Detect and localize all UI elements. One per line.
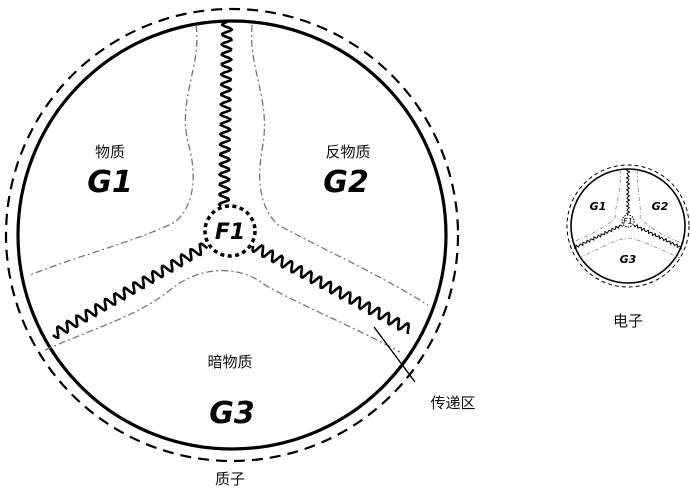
region-g3-name: 暗物质 [207, 353, 252, 371]
proton-outer-dashed-boundary [4, 7, 460, 463]
region-g2-name: 反物质 [325, 143, 370, 161]
transfer-zone-boundary-bottom [44, 269, 401, 353]
transfer-zone-label: 传递区 [430, 394, 475, 412]
electron-transfer-waves [573, 168, 682, 250]
electron-region-g1-label: G1 [590, 200, 607, 213]
electron-diagram: F1 G1 G2 G3 电子 [566, 164, 690, 330]
electron-outer-dashed-boundary [566, 164, 690, 288]
electron-boundary-left [572, 169, 621, 243]
transfer-wave-top [217, 20, 234, 208]
transfer-waves [52, 20, 410, 340]
electron-center-node-f1 [621, 214, 635, 228]
electron-transfer-zone-boundaries [572, 169, 685, 259]
transfer-zone-leader-line [373, 326, 416, 383]
region-g3-label: G3 [209, 396, 255, 431]
electron-region-g3-label: G3 [620, 253, 637, 266]
transfer-wave-right [251, 244, 410, 335]
region-g1-name: 物质 [95, 143, 125, 161]
region-g2-label: G2 [323, 165, 369, 200]
electron-boundary-right [637, 169, 685, 245]
transfer-zone-boundary-top-right [250, 24, 429, 306]
electron-wave-top [625, 168, 631, 216]
center-label-f1: F1 [215, 220, 245, 245]
proton-boundary-circle [16, 19, 448, 451]
center-node-f1 [203, 204, 257, 258]
transfer-wave-left [52, 242, 209, 340]
proton-caption: 质子 [215, 470, 245, 488]
proton-diagram: F1 物质 G1 反物质 G2 暗物质 G3 传递区 质子 [4, 7, 476, 488]
electron-center-label-f1: F1 [623, 217, 633, 226]
electron-wave-right [633, 224, 682, 250]
transfer-zone-boundaries [29, 24, 429, 353]
electron-boundary-bottom [577, 237, 681, 259]
electron-wave-left [573, 224, 623, 249]
electron-caption: 电子 [613, 312, 643, 330]
region-g1-label: G1 [87, 165, 133, 200]
electron-region-g2-label: G2 [652, 200, 669, 213]
